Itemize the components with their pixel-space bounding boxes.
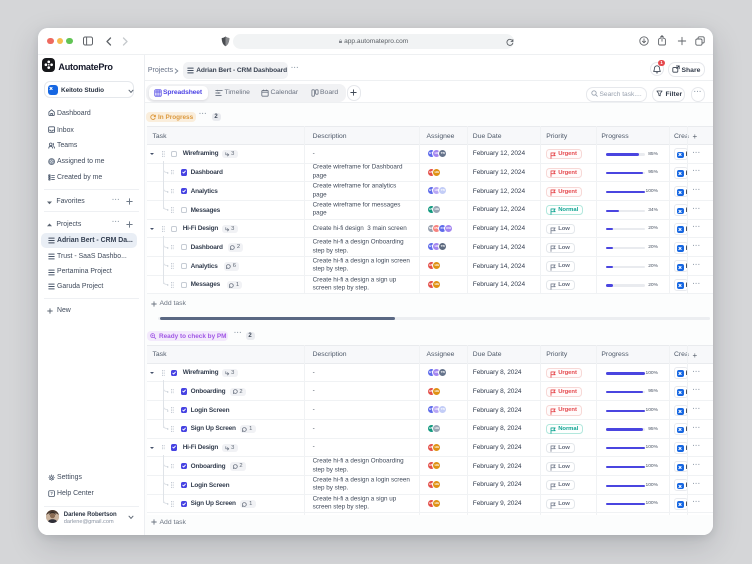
svg-text:?: ? — [50, 491, 53, 496]
